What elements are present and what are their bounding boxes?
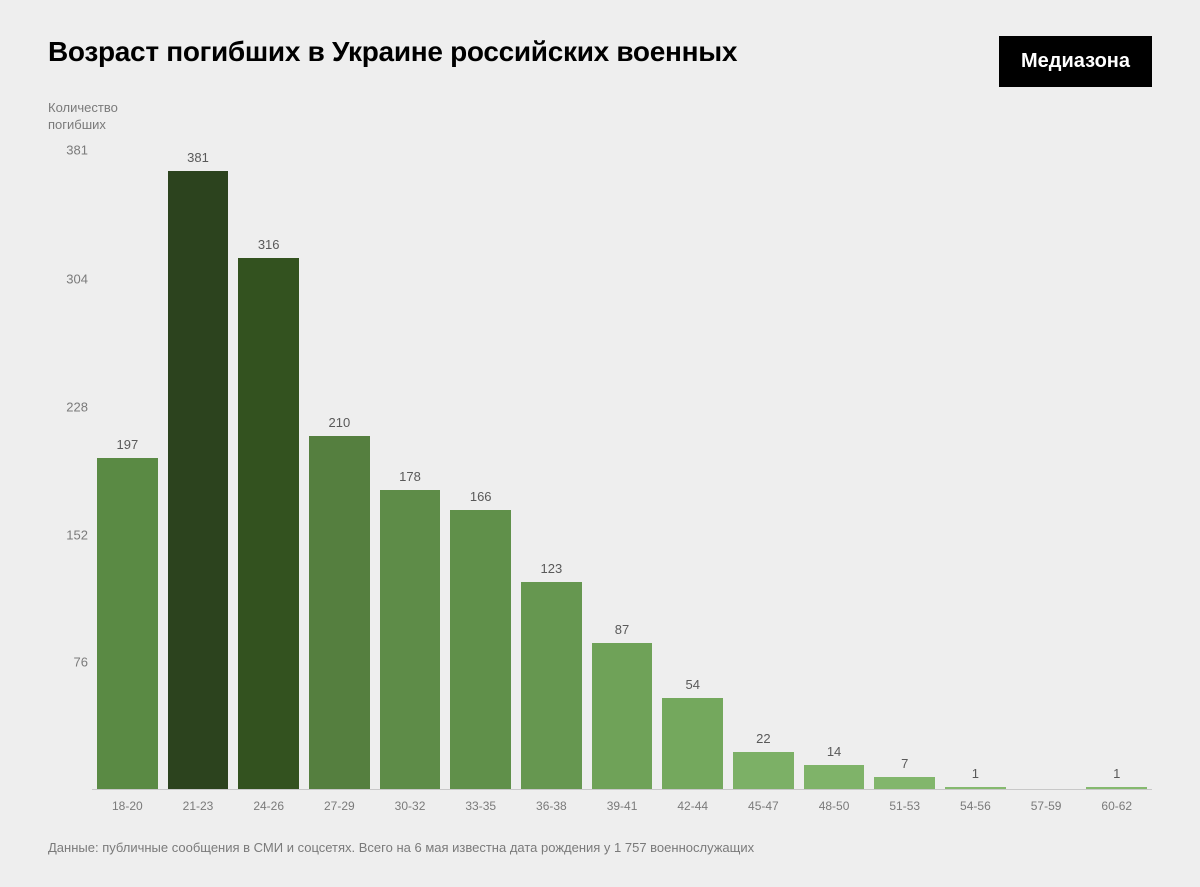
bar [1086, 787, 1147, 789]
bar-category-label: 42-44 [657, 799, 728, 813]
bar-slot: 31624-26 [233, 150, 304, 789]
bar-category-label: 48-50 [799, 799, 870, 813]
bar [804, 765, 865, 789]
footer-source: Данные: публичные сообщения в СМИ и соцс… [48, 840, 754, 855]
bar-value-label: 87 [615, 622, 629, 637]
bar [874, 777, 935, 789]
bar-slot: 17830-32 [375, 150, 446, 789]
bar-category-label: 51-53 [869, 799, 940, 813]
header: Возраст погибших в Украине российских во… [48, 36, 1152, 87]
bar-value-label: 1 [1113, 766, 1120, 781]
bar-value-label: 22 [756, 731, 770, 746]
bar-slot: 21027-29 [304, 150, 375, 789]
bar [380, 490, 441, 789]
y-axis-label-line2: погибших [48, 117, 106, 132]
bar-category-label: 54-56 [940, 799, 1011, 813]
bar-slot: 751-53 [869, 150, 940, 789]
bar-category-label: 30-32 [375, 799, 446, 813]
bar-slot: 38121-23 [163, 150, 234, 789]
bar-value-label: 381 [187, 150, 209, 165]
bar [592, 643, 653, 789]
bar [309, 436, 370, 789]
bar-category-label: 39-41 [587, 799, 658, 813]
bar-category-label: 57-59 [1011, 799, 1082, 813]
chart-title: Возраст погибших в Украине российских во… [48, 36, 737, 68]
bar-category-label: 27-29 [304, 799, 375, 813]
bar-value-label: 197 [116, 437, 138, 452]
bar-value-label: 210 [329, 415, 351, 430]
y-axis-label: Количество погибших [48, 100, 118, 134]
bar-slot: 57-59 [1011, 150, 1082, 789]
bar-value-label: 166 [470, 489, 492, 504]
y-tick-label: 152 [48, 527, 88, 542]
bar [450, 510, 511, 789]
bar-value-label: 123 [541, 561, 563, 576]
bar-slot: 154-56 [940, 150, 1011, 789]
bar-slot: 1448-50 [799, 150, 870, 789]
bar-slot: 16633-35 [445, 150, 516, 789]
y-tick-label: 304 [48, 272, 88, 287]
bar-category-label: 60-62 [1081, 799, 1152, 813]
bar-category-label: 33-35 [445, 799, 516, 813]
bar-category-label: 45-47 [728, 799, 799, 813]
y-tick-label: 381 [48, 143, 88, 158]
bar-slot: 160-62 [1081, 150, 1152, 789]
bar-slot: 5442-44 [657, 150, 728, 789]
bar-category-label: 18-20 [92, 799, 163, 813]
bar-slot: 19718-20 [92, 150, 163, 789]
bar-value-label: 178 [399, 469, 421, 484]
bar [662, 698, 723, 789]
brand-badge: Медиазона [999, 36, 1152, 87]
bar [168, 171, 229, 789]
bar [945, 787, 1006, 789]
bar-value-label: 54 [685, 677, 699, 692]
y-axis-ticks: 38130422815276 [48, 150, 88, 790]
bar-slot: 12336-38 [516, 150, 587, 789]
bar-category-label: 21-23 [163, 799, 234, 813]
bar-value-label: 1 [972, 766, 979, 781]
chart-area: 38130422815276 19718-2038121-2331624-262… [92, 150, 1152, 790]
bars-container: 19718-2038121-2331624-2621027-2917830-32… [92, 150, 1152, 790]
bar-category-label: 36-38 [516, 799, 587, 813]
bar-value-label: 14 [827, 744, 841, 759]
bar [97, 458, 158, 789]
y-tick-label: 76 [48, 655, 88, 670]
bar [733, 752, 794, 789]
bar-value-label: 7 [901, 756, 908, 771]
bar-value-label: 316 [258, 237, 280, 252]
bar [238, 258, 299, 789]
bar-slot: 8739-41 [587, 150, 658, 789]
y-tick-label: 228 [48, 400, 88, 415]
bar [521, 582, 582, 789]
y-axis-label-line1: Количество [48, 100, 118, 115]
bar-slot: 2245-47 [728, 150, 799, 789]
bar-category-label: 24-26 [233, 799, 304, 813]
